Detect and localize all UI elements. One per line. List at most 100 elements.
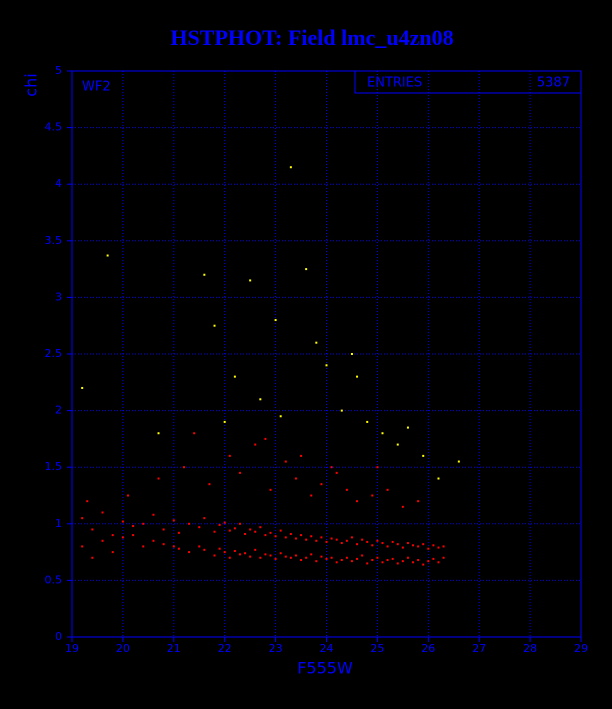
point (274, 535, 277, 538)
point (386, 545, 389, 548)
stats-value: 5387 (537, 76, 570, 91)
point (203, 273, 206, 276)
point (218, 523, 221, 526)
point (177, 547, 180, 550)
y-tick-label: 5 (55, 64, 62, 77)
point (233, 527, 236, 530)
point (366, 540, 369, 543)
point (406, 556, 409, 559)
point (162, 528, 165, 531)
point (132, 525, 135, 528)
point (81, 545, 84, 548)
point (330, 537, 333, 540)
point (401, 560, 404, 563)
point (101, 539, 104, 542)
y-tick-label: 3.5 (45, 234, 63, 247)
x-tick-label: 26 (421, 642, 435, 655)
point (208, 483, 211, 486)
stats-label: ENTRIES (367, 76, 422, 91)
point (366, 420, 369, 423)
point (340, 409, 343, 412)
point (264, 437, 267, 440)
x-tick-label: 21 (167, 642, 181, 655)
point (244, 552, 247, 555)
point (152, 539, 155, 542)
point (320, 536, 323, 539)
point (356, 500, 359, 503)
point (345, 539, 348, 542)
point (157, 432, 160, 435)
point (269, 554, 272, 557)
point (172, 545, 175, 548)
point (279, 415, 282, 418)
point (157, 477, 160, 480)
point (330, 556, 333, 559)
point (126, 494, 129, 497)
point (356, 557, 359, 560)
point (294, 554, 297, 557)
point (361, 538, 364, 541)
point (427, 560, 430, 563)
point (437, 477, 440, 480)
point (81, 386, 84, 389)
point (213, 554, 216, 557)
point (366, 562, 369, 565)
point (259, 556, 262, 559)
point (406, 542, 409, 545)
point (233, 375, 236, 378)
point (203, 517, 206, 520)
point (121, 536, 124, 539)
point (325, 540, 328, 543)
y-tick-label: 0 (55, 630, 62, 643)
point (391, 557, 394, 560)
point (294, 477, 297, 480)
point (188, 551, 191, 554)
point (422, 543, 425, 546)
point (422, 563, 425, 566)
point (223, 551, 226, 554)
point (269, 488, 272, 491)
point (305, 556, 308, 559)
point (335, 538, 338, 541)
point (223, 420, 226, 423)
y-tick-label: 3 (55, 290, 62, 303)
point (289, 166, 292, 169)
point (356, 543, 359, 546)
point (289, 556, 292, 559)
y-tick-label: 1 (55, 517, 62, 530)
point (310, 535, 313, 538)
point (422, 454, 425, 457)
point (381, 542, 384, 545)
point (417, 559, 420, 562)
point (457, 460, 460, 463)
point (213, 324, 216, 327)
point (111, 551, 114, 554)
point (330, 466, 333, 469)
point (132, 534, 135, 537)
point (432, 557, 435, 560)
point (249, 555, 252, 558)
point (284, 460, 287, 463)
point (406, 426, 409, 429)
point (203, 548, 206, 551)
point (142, 522, 145, 525)
point (121, 520, 124, 523)
point (315, 341, 318, 344)
point (81, 517, 84, 520)
point (315, 539, 318, 542)
y-tick-label: 4.5 (45, 121, 63, 134)
x-tick-label: 22 (218, 642, 232, 655)
point (376, 466, 379, 469)
point (340, 542, 343, 545)
panel-label: WF2 (82, 80, 111, 95)
y-tick-label: 2 (55, 404, 62, 417)
point (437, 546, 440, 549)
point (279, 529, 282, 532)
point (361, 554, 364, 557)
point (86, 500, 89, 503)
point (111, 534, 114, 537)
point (238, 553, 241, 556)
point (391, 540, 394, 543)
point (233, 549, 236, 552)
